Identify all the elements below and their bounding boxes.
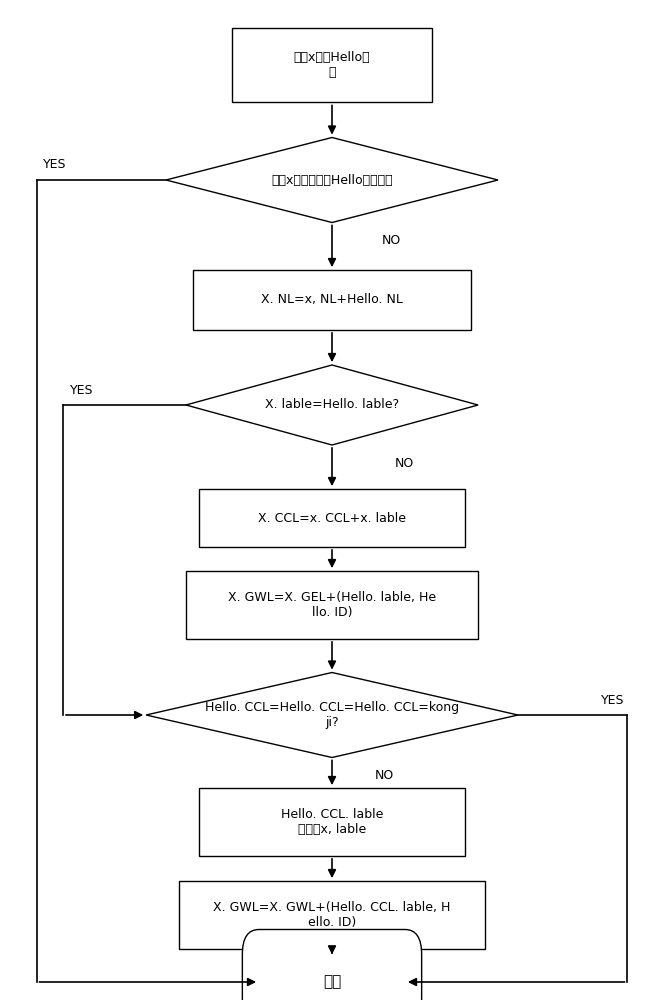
FancyBboxPatch shape: [199, 788, 465, 856]
FancyBboxPatch shape: [193, 270, 471, 330]
FancyBboxPatch shape: [186, 571, 478, 639]
Text: YES: YES: [601, 694, 624, 706]
Text: X. NL=x, NL+Hello. NL: X. NL=x, NL+Hello. NL: [261, 294, 403, 306]
FancyBboxPatch shape: [242, 930, 422, 1000]
Text: NO: NO: [395, 457, 414, 470]
Text: X. lable=Hello. lable?: X. lable=Hello. lable?: [265, 398, 399, 412]
Text: 节点x接收Hello消
息: 节点x接收Hello消 息: [293, 51, 371, 79]
Text: NO: NO: [382, 234, 401, 247]
FancyBboxPatch shape: [179, 881, 485, 949]
Polygon shape: [186, 365, 478, 445]
Text: X. CCL=x. CCL+x. lable: X. CCL=x. CCL+x. lable: [258, 512, 406, 524]
Polygon shape: [166, 138, 498, 223]
Text: Hello. CCL=Hello. CCL=Hello. CCL=kong
ji?: Hello. CCL=Hello. CCL=Hello. CCL=kong ji…: [205, 701, 459, 729]
Text: NO: NO: [375, 769, 394, 782]
Text: X. GWL=X. GWL+(Hello. CCL. lable, H
ello. ID): X. GWL=X. GWL+(Hello. CCL. lable, H ello…: [213, 901, 451, 929]
Text: 结束: 结束: [323, 974, 341, 990]
FancyBboxPatch shape: [232, 27, 432, 102]
Text: YES: YES: [70, 383, 93, 396]
FancyBboxPatch shape: [199, 489, 465, 547]
Text: X. GWL=X. GEL+(Hello. lable, He
llo. ID): X. GWL=X. GEL+(Hello. lable, He llo. ID): [228, 591, 436, 619]
Text: YES: YES: [43, 158, 66, 172]
Polygon shape: [146, 673, 518, 758]
Text: Hello. CCL. lable
不等于x, lable: Hello. CCL. lable 不等于x, lable: [281, 808, 383, 836]
Text: 节点x是否存在有Hello中的信息: 节点x是否存在有Hello中的信息: [271, 174, 393, 186]
